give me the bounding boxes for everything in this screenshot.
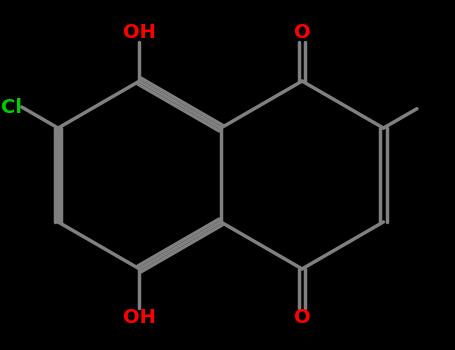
Text: OH: OH (123, 308, 156, 327)
Text: Cl: Cl (1, 98, 22, 117)
Text: O: O (294, 23, 310, 42)
Text: O: O (294, 308, 310, 327)
Text: OH: OH (123, 23, 156, 42)
